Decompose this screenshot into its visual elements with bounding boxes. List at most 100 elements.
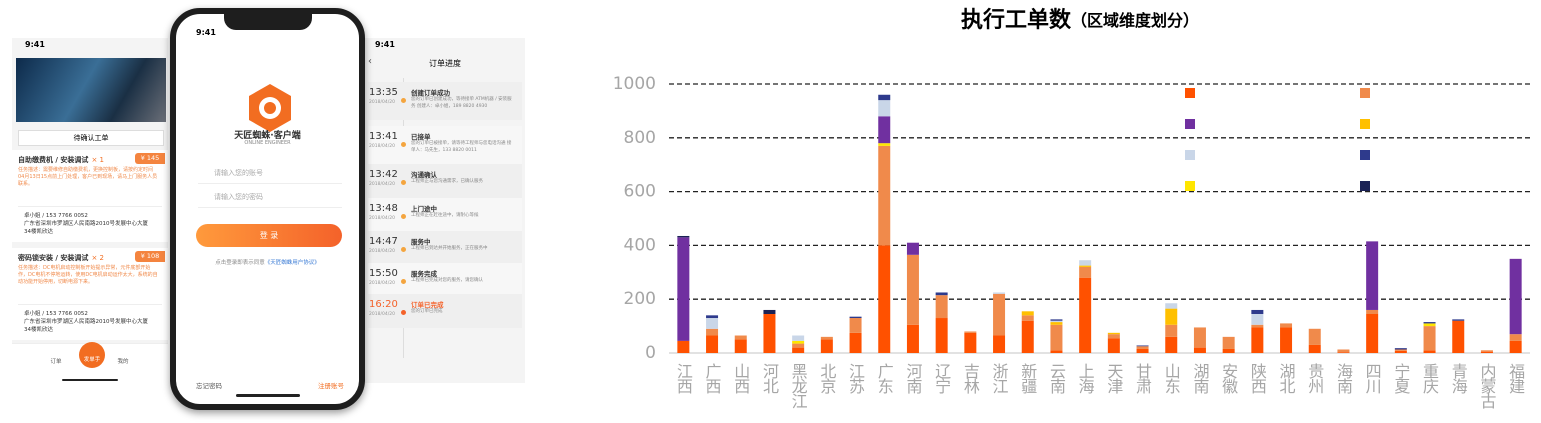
order-qty: × 1 bbox=[91, 156, 104, 164]
step-status: 服务完成 bbox=[411, 270, 437, 278]
order-contact: 卓小姐 / 153 7766 0052 bbox=[24, 311, 88, 317]
bar-segment bbox=[1165, 324, 1178, 337]
legend-marker bbox=[1360, 181, 1370, 191]
x-tick-label: 安徽 bbox=[1219, 363, 1238, 394]
banner-image bbox=[16, 58, 166, 122]
step-desc: 您的订单已完成 bbox=[411, 309, 443, 314]
login-button[interactable]: 登 录 bbox=[196, 224, 342, 247]
legend-marker bbox=[1185, 181, 1195, 191]
bar-segment bbox=[1251, 324, 1264, 328]
bar-segment bbox=[849, 316, 862, 319]
agreement-text: 点击登录即表示同意 bbox=[215, 260, 265, 266]
agreement-link[interactable]: 《天匠蜘蛛用户协议》 bbox=[264, 260, 320, 266]
home-indicator bbox=[62, 379, 118, 381]
bar-segment bbox=[1165, 303, 1178, 309]
bar-segment bbox=[1251, 313, 1264, 325]
bar-segment bbox=[906, 254, 919, 325]
step-status: 服务中 bbox=[411, 238, 431, 246]
bar-segment bbox=[763, 309, 776, 314]
step-row bbox=[368, 82, 522, 120]
brand-en: ONLINE ENGINEER bbox=[244, 140, 291, 146]
bar-segment bbox=[1193, 347, 1206, 353]
bar-segment bbox=[706, 315, 719, 319]
nav-label[interactable]: 我的 bbox=[117, 359, 129, 365]
step-time: 14:47 bbox=[369, 236, 398, 247]
bar-segment bbox=[1222, 348, 1235, 353]
register-link[interactable]: 注册账号 bbox=[318, 382, 344, 390]
forgot-link[interactable]: 忘记密码 bbox=[196, 382, 222, 390]
bar-segment bbox=[792, 340, 805, 344]
bar-segment bbox=[1452, 320, 1465, 353]
x-tick-label: 吉林 bbox=[961, 363, 980, 394]
bar-segment bbox=[1423, 350, 1436, 353]
bar-segment bbox=[734, 339, 747, 353]
back-arrow[interactable]: ‹ bbox=[368, 56, 372, 67]
legend-marker bbox=[1185, 88, 1195, 98]
bar-segment bbox=[993, 292, 1006, 294]
nav-label[interactable]: 发单手 bbox=[83, 357, 101, 363]
legend-marker bbox=[1185, 119, 1195, 129]
bar-segment bbox=[1165, 336, 1178, 353]
bar-segment bbox=[906, 324, 919, 353]
bar-segment bbox=[1423, 326, 1436, 351]
account-input[interactable]: 请输入您的账号 bbox=[198, 162, 342, 184]
x-tick-label: 江西 bbox=[674, 363, 693, 394]
order-card[interactable]: 密码锁安装 / 安装调试 × 2 ¥ 108 任务描述：DC电机启动控制板开始提示异常… bbox=[12, 248, 168, 340]
bar-segment bbox=[677, 237, 690, 341]
x-tick-label: 云南 bbox=[1047, 363, 1066, 394]
bar-segment bbox=[1509, 258, 1522, 335]
bar-segment bbox=[1050, 322, 1063, 325]
bar-segment bbox=[878, 94, 891, 101]
bar-segment bbox=[878, 116, 891, 144]
step-dot bbox=[401, 279, 406, 284]
bar-segment bbox=[878, 143, 891, 146]
password-input[interactable]: 请输入您的密码 bbox=[198, 186, 342, 208]
status-time: 9:41 bbox=[196, 28, 216, 37]
bar-segment bbox=[1107, 338, 1120, 353]
bar-segment bbox=[792, 335, 805, 341]
bar-segment bbox=[706, 335, 719, 353]
bar-segment bbox=[1509, 334, 1522, 341]
bar-segment bbox=[1394, 350, 1407, 353]
step-time: 13:42 bbox=[369, 169, 398, 180]
x-tick-label: 上海 bbox=[1076, 363, 1095, 394]
bar-segment bbox=[1452, 319, 1465, 321]
step-status: 订单已完成 bbox=[411, 301, 444, 309]
price-badge: ¥ 108 bbox=[135, 251, 165, 262]
step-date: 2018/04/20 bbox=[369, 281, 395, 286]
step-dot bbox=[401, 310, 406, 315]
notch bbox=[224, 14, 312, 30]
x-tick-label: 青海 bbox=[1449, 363, 1468, 394]
bar-segment bbox=[878, 245, 891, 353]
bar-segment bbox=[849, 332, 862, 353]
bar-segment bbox=[820, 336, 833, 340]
step-status: 创建订单成功 bbox=[411, 89, 450, 97]
x-tick-label: 重庆 bbox=[1420, 363, 1439, 394]
nav-label[interactable]: 订单 bbox=[50, 359, 62, 365]
order-qty: × 2 bbox=[91, 254, 104, 262]
section-button[interactable]: 待确认工单 bbox=[18, 130, 164, 146]
step-row bbox=[368, 231, 522, 269]
y-tick-label: 600 bbox=[624, 182, 656, 202]
nav-center-button[interactable] bbox=[79, 342, 105, 368]
step-desc: 您的订单已被接单，请等待工程师与您电话沟通 接单人：马先生，133 8820 0… bbox=[411, 141, 512, 153]
status-time: 9:41 bbox=[375, 40, 395, 49]
bar-segment bbox=[1280, 327, 1293, 353]
screen-title: 订单进度 bbox=[429, 59, 461, 68]
bar-segment bbox=[1079, 266, 1092, 278]
bar-segment bbox=[1107, 334, 1120, 339]
order-card[interactable]: 自助缴费机 / 安装调试 × 1 ¥ 145 任务描述：需要维修自助缴费机，更换控制板… bbox=[12, 150, 168, 242]
bar-segment bbox=[1251, 309, 1264, 314]
bar-segment bbox=[1394, 349, 1407, 351]
bar-segment bbox=[763, 313, 776, 353]
bar-segment bbox=[993, 335, 1006, 353]
bar-segment bbox=[1308, 328, 1321, 345]
x-tick-label: 甘肃 bbox=[1133, 363, 1152, 394]
step-status: 已接单 bbox=[411, 133, 431, 141]
bar-segment bbox=[935, 292, 948, 296]
step-row bbox=[368, 294, 522, 328]
bar-segment bbox=[935, 318, 948, 353]
phone-frame: 9:41 天匠蜘蛛·客户端 ONLINE ENGINEER 请输入您的账号 请输… bbox=[170, 8, 365, 410]
step-time: 16:20 bbox=[369, 299, 398, 310]
